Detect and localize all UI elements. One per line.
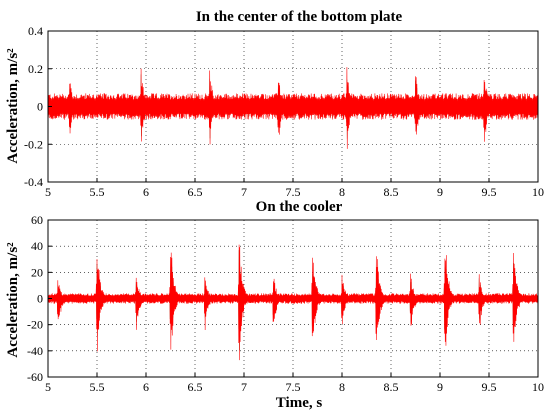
y-tick-label: -20 <box>27 318 43 332</box>
signal-primary <box>47 67 539 149</box>
x-tick-label: 8 <box>339 380 345 394</box>
x-tick-label: 5.5 <box>90 380 105 394</box>
x-tick-label: 7.5 <box>286 185 301 199</box>
x-tick-label: 5 <box>45 380 51 394</box>
chart-title: On the cooler <box>256 199 343 215</box>
y-tick-label: -40 <box>27 344 43 358</box>
y-tick-labels: -0.4 -0.2 0 0.2 0.4 <box>24 24 52 189</box>
signal-trace <box>47 67 539 149</box>
x-tick-labels: 5 5.5 6 6.5 7 7.5 8 8.5 9 9.5 10 <box>45 373 544 394</box>
y-tick-labels: -60 -40 -20 0 20 40 60 <box>27 213 52 384</box>
signal-trace <box>47 244 539 361</box>
y-tick-label: 40 <box>31 239 43 253</box>
y-tick-label: 0 <box>37 292 43 306</box>
x-tick-label: 10 <box>532 380 544 394</box>
x-tick-label: 8.5 <box>384 185 399 199</box>
x-tick-label: 6.5 <box>188 380 203 394</box>
y-tick-label: 0 <box>37 100 43 114</box>
chart-title: In the center of the bottom plate <box>196 9 403 25</box>
x-tick-label: 5.5 <box>90 185 105 199</box>
y-tick-label: -60 <box>27 370 43 384</box>
chart-bottom-plate: In the center of the bottom plate Accele… <box>5 9 544 199</box>
x-tick-label: 8 <box>339 185 345 199</box>
y-axis-label: Acceleration, m/s² <box>5 48 21 164</box>
x-tick-label: 6 <box>143 185 149 199</box>
x-tick-label: 9 <box>437 185 443 199</box>
x-tick-label: 9 <box>437 380 443 394</box>
x-tick-label: 9.5 <box>482 380 497 394</box>
x-tick-label: 8.5 <box>384 380 399 394</box>
y-tick-label: 20 <box>31 265 43 279</box>
y-axis-label: Acceleration, m/s² <box>5 242 21 358</box>
signal-primary <box>47 244 539 361</box>
y-tick-label: 60 <box>31 213 43 227</box>
x-axis-label: Time, s <box>276 395 323 411</box>
x-tick-label: 7 <box>241 380 247 394</box>
x-tick-label: 5 <box>45 185 51 199</box>
x-tick-label: 6 <box>143 380 149 394</box>
chart-cooler: On the cooler Acceleration, m/s² 5 5.5 6 6.… <box>5 199 544 411</box>
x-tick-label: 7 <box>241 185 247 199</box>
y-tick-label: 0.2 <box>28 62 43 76</box>
y-tick-label: -0.2 <box>24 137 43 151</box>
x-tick-label: 7.5 <box>286 380 301 394</box>
y-tick-label: 0.4 <box>28 24 43 38</box>
x-tick-label: 10 <box>532 185 544 199</box>
y-tick-label: -0.4 <box>24 175 43 189</box>
x-tick-label: 6.5 <box>188 185 203 199</box>
x-tick-label: 9.5 <box>482 185 497 199</box>
x-tick-labels: 5 5.5 6 6.5 7 7.5 8 8.5 9 9.5 10 <box>45 178 544 199</box>
